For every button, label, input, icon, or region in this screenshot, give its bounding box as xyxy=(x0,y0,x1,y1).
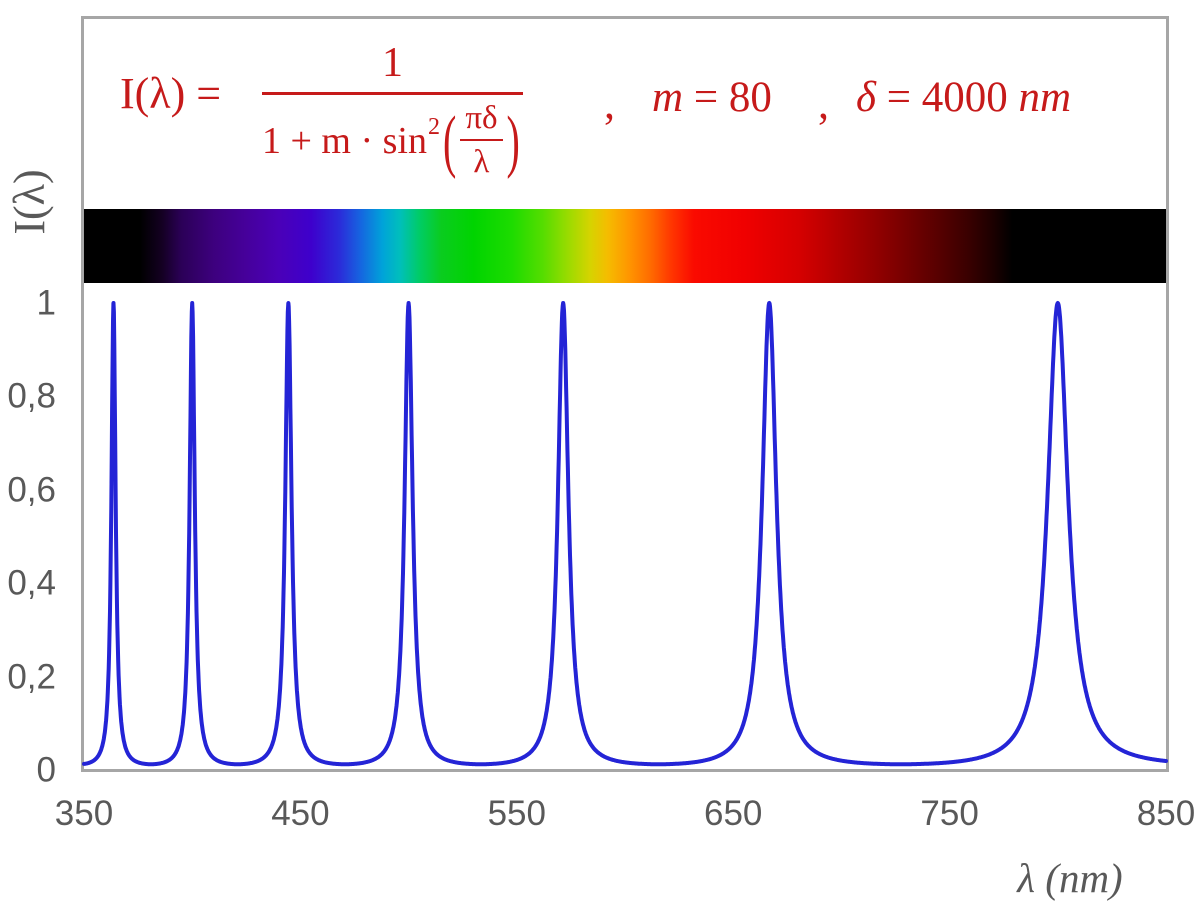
y-tick-label: 1 xyxy=(36,283,56,323)
left-paren: ( xyxy=(443,100,457,179)
x-tick-label: 350 xyxy=(54,794,114,833)
y-tick-label: 0,4 xyxy=(7,563,56,603)
y-axis-title: I(λ) xyxy=(5,169,54,235)
y-tick-label: 0 xyxy=(36,750,56,790)
formula-lhs: I(λ) = xyxy=(120,69,222,118)
x-tick-label: 550 xyxy=(487,794,546,833)
m-variable: m xyxy=(652,74,684,121)
delta-variable: δ xyxy=(856,74,876,121)
formula-denominator: 1 + m · sin 2 ( πδ λ ) xyxy=(262,95,523,179)
m-value: = 80 xyxy=(683,74,772,121)
x-tick-label: 450 xyxy=(271,794,330,833)
right-paren: ) xyxy=(506,100,520,179)
formula-comma-1: , xyxy=(604,79,615,128)
x-tick-label: 750 xyxy=(920,794,979,833)
formula-fraction: 1 1 + m · sin 2 ( πδ λ ) xyxy=(262,42,523,179)
delta-unit: nm xyxy=(1018,74,1072,121)
y-tick-label: 0,6 xyxy=(7,470,56,510)
spectrum-bar xyxy=(84,209,1166,283)
x-axis-title: λ (nm) xyxy=(1017,855,1123,901)
inner-denominator: λ xyxy=(473,144,490,180)
inner-numerator: πδ xyxy=(460,102,503,141)
formula-comma-2: , xyxy=(818,79,829,128)
formula-numerator: 1 xyxy=(262,42,523,95)
delta-value: = 4000 xyxy=(876,74,1019,121)
y-tick-label: 0,8 xyxy=(7,376,56,416)
y-tick-label: 0,2 xyxy=(7,657,56,697)
x-tick-label: 650 xyxy=(703,794,763,833)
formula-param-m: m = 80 xyxy=(652,76,772,119)
formula-param-delta: δ = 4000 nm xyxy=(856,76,1071,119)
inner-fraction: πδ λ xyxy=(460,102,503,180)
denominator-text: 1 + m · sin xyxy=(262,119,427,162)
formula: I(λ) = 1 1 + m · sin 2 ( πδ λ ) , m = 80 … xyxy=(0,0,1200,200)
sin-squared-exponent: 2 xyxy=(428,113,440,140)
x-tick-label: 850 xyxy=(1136,794,1196,833)
